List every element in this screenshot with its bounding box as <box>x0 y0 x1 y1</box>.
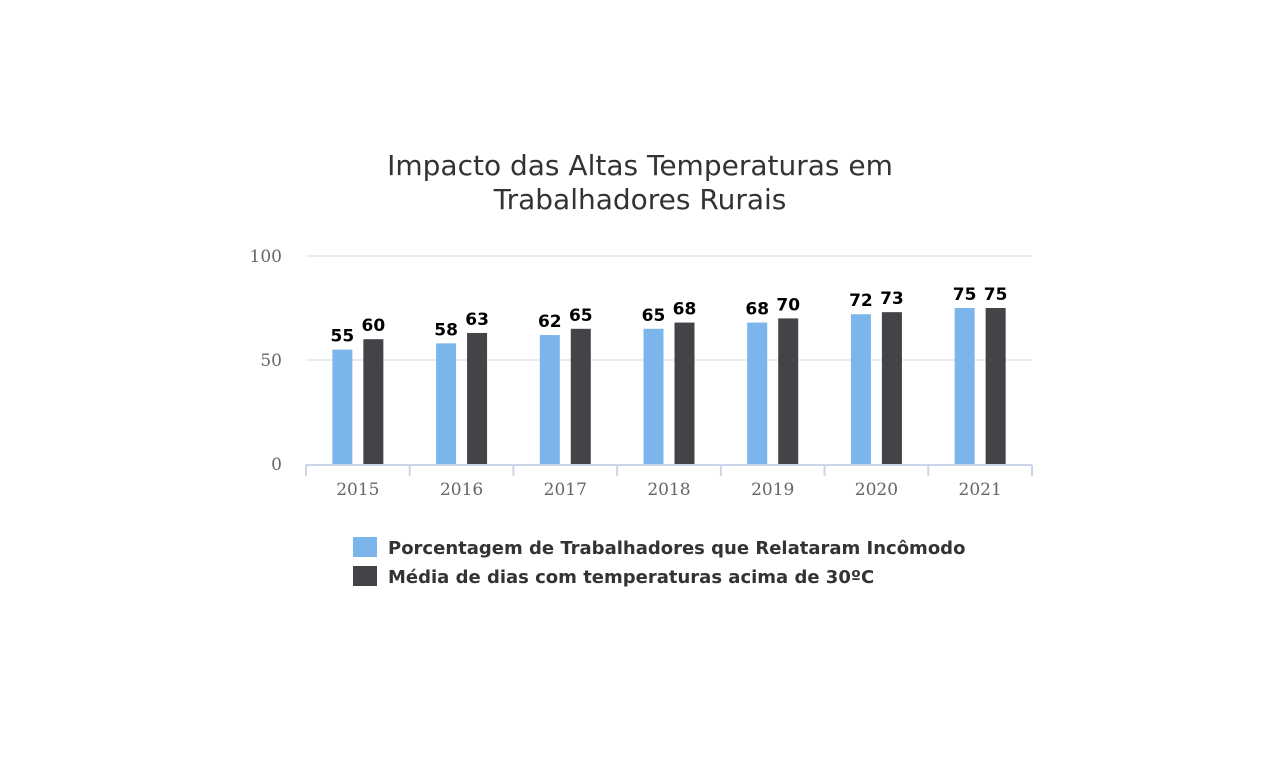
bar-porcentagem-incomodo <box>954 308 975 464</box>
x-tick-label: 2016 <box>440 480 483 500</box>
chart-title: Impacto das Altas Temperaturas em Trabal… <box>387 149 893 216</box>
x-axis: 2015 2016 2017 2018 2019 2020 2021 <box>305 464 1033 500</box>
x-tick-label: 2018 <box>647 480 690 500</box>
bar-media-dias-30c <box>985 308 1006 464</box>
bar-media-dias-30c <box>778 318 799 464</box>
x-tick-label: 2017 <box>544 480 587 500</box>
legend-label: Porcentagem de Trabalhadores que Relatar… <box>388 538 965 559</box>
data-label: 73 <box>880 289 904 309</box>
data-label: 70 <box>776 295 800 315</box>
bar-porcentagem-incomodo <box>850 314 871 464</box>
y-tick-label: 100 <box>250 247 282 267</box>
x-tick-label: 2021 <box>959 480 1002 500</box>
data-label: 65 <box>642 306 666 326</box>
data-label: 72 <box>849 291 873 311</box>
legend: Porcentagem de Trabalhadores que Relatar… <box>353 537 965 588</box>
legend-swatch <box>353 537 377 557</box>
bar-media-dias-30c <box>570 328 591 464</box>
data-labels: 55 60 58 63 62 65 65 68 68 70 72 73 75 75 <box>331 285 1008 347</box>
data-label: 60 <box>362 316 386 336</box>
bar-media-dias-30c <box>881 312 902 464</box>
data-label: 58 <box>434 320 458 340</box>
data-label: 55 <box>331 327 355 347</box>
y-tick-label: 50 <box>260 351 282 371</box>
bar-media-dias-30c <box>674 322 695 464</box>
bar-porcentagem-incomodo <box>747 322 768 464</box>
bar-media-dias-30c <box>467 332 488 464</box>
data-label: 63 <box>465 310 489 330</box>
data-label: 65 <box>569 306 593 326</box>
y-axis-ticks: 0 50 100 <box>250 247 282 475</box>
data-label: 75 <box>984 285 1008 305</box>
chart-title-line-1: Impacto das Altas Temperaturas em <box>387 149 893 182</box>
data-label: 75 <box>953 285 977 305</box>
chart-title-line-2: Trabalhadores Rurais <box>493 183 787 216</box>
bar-porcentagem-incomodo <box>332 349 353 464</box>
bars <box>332 308 1006 464</box>
grid-lines <box>306 255 1032 361</box>
x-tick-label: 2020 <box>855 480 898 500</box>
x-tick-label: 2019 <box>751 480 794 500</box>
y-tick-label: 0 <box>271 455 282 475</box>
bar-porcentagem-incomodo <box>436 343 457 464</box>
legend-label: Média de dias com temperaturas acima de … <box>388 567 874 588</box>
data-label: 68 <box>673 300 697 320</box>
bar-porcentagem-incomodo <box>539 335 560 464</box>
legend-swatch <box>353 566 377 586</box>
bar-porcentagem-incomodo <box>643 328 664 464</box>
data-label: 68 <box>745 300 769 320</box>
bar-media-dias-30c <box>363 339 384 464</box>
data-label: 62 <box>538 312 562 332</box>
x-tick-label: 2015 <box>336 480 379 500</box>
